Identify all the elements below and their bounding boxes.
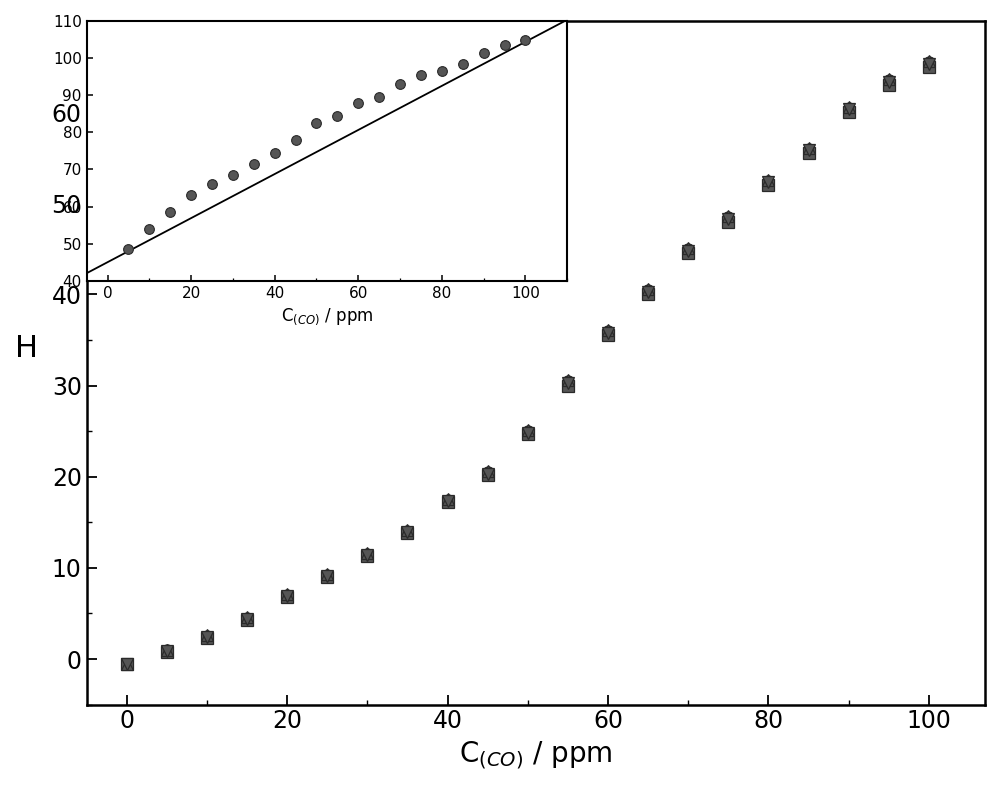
Y-axis label: H: H [15, 334, 38, 363]
X-axis label: C$_{(CO)}$ / ppm: C$_{(CO)}$ / ppm [459, 739, 613, 771]
